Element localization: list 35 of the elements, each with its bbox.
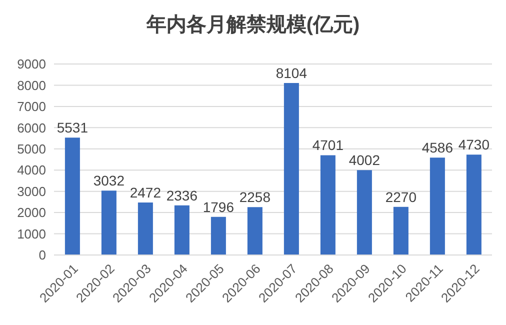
data-label: 8104 [276,65,308,82]
data-label: 2472 [130,184,162,201]
data-label: 5531 [56,120,88,136]
data-label: 4002 [348,152,380,168]
y-tick-label: 1000 [17,226,46,242]
y-tick-label: 2000 [17,205,46,220]
bar [320,155,336,255]
y-tick-label: 9000 [17,56,46,72]
data-label: 2270 [385,188,417,205]
bar [247,207,262,255]
bar [138,202,153,255]
data-label: 4730 [458,136,490,153]
bar [101,190,116,255]
bar [174,205,190,255]
data-label: 4701 [312,137,344,154]
y-tick-label: 8000 [17,78,46,93]
data-label: 2336 [166,187,198,204]
bar [430,158,445,255]
bar [64,138,80,255]
y-tick-label: 6000 [17,120,46,136]
bar [284,83,299,255]
bar [356,170,372,255]
chart-title: 年内各月解禁规模(亿元) [145,13,361,38]
bar [393,206,408,255]
data-label: 4586 [422,140,454,156]
bar [210,216,226,255]
y-tick-label: 3000 [17,184,46,199]
y-tick-label: 0 [38,248,46,263]
data-label: 2258 [239,189,271,206]
data-label: 3032 [93,172,125,189]
y-tick-label: 5000 [17,142,46,157]
bar [466,154,482,255]
y-tick-label: 7000 [17,99,46,114]
y-tick-label: 4000 [17,162,46,178]
data-label: 1796 [202,198,234,215]
